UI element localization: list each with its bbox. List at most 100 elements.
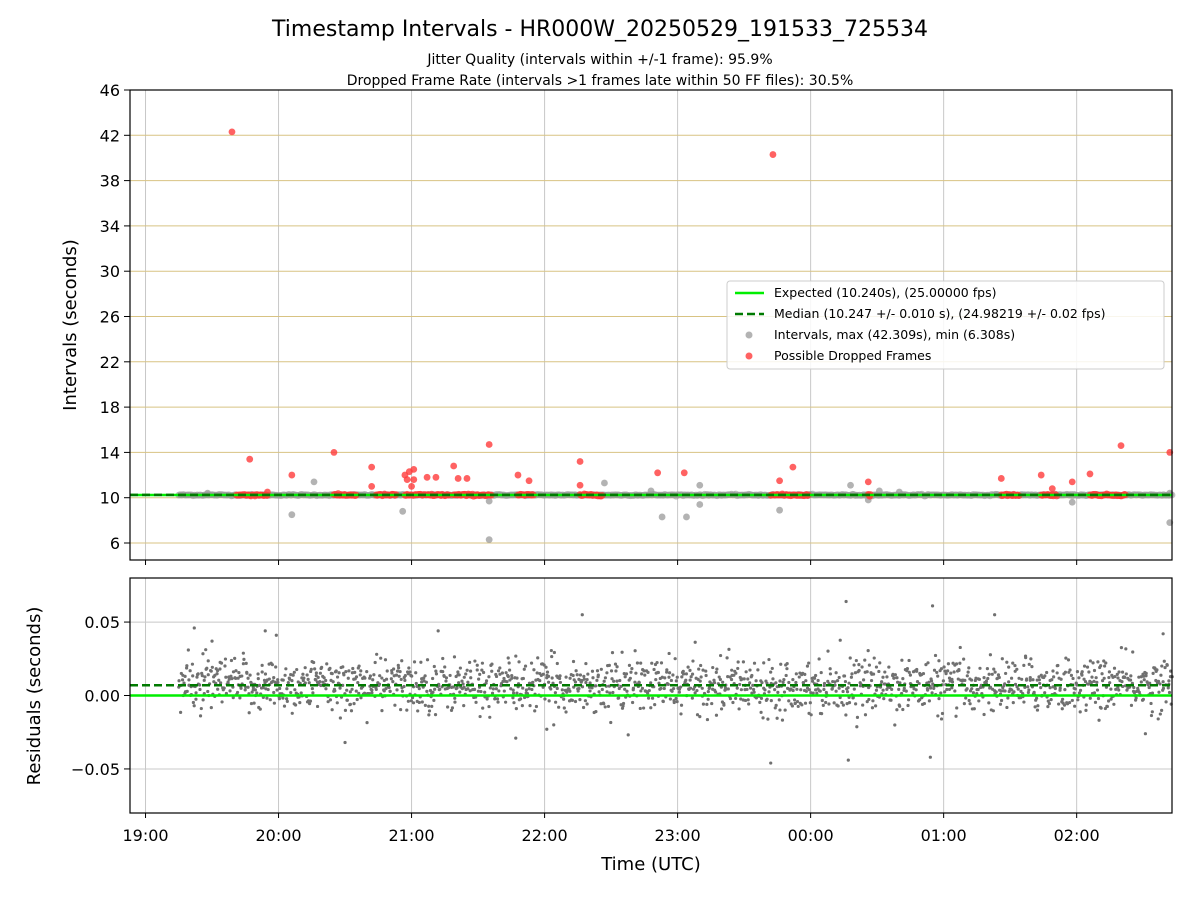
- residual-point: [1033, 705, 1037, 709]
- residual-point: [1087, 682, 1091, 686]
- residual-point: [853, 671, 858, 675]
- residual-point: [895, 676, 899, 680]
- residual-point: [1017, 676, 1021, 680]
- residual-point: [1035, 708, 1040, 712]
- residual-point: [584, 661, 588, 666]
- residual-point: [952, 670, 956, 674]
- residual-point: [397, 666, 401, 670]
- residual-point: [1137, 690, 1141, 694]
- residual-point: [778, 708, 782, 712]
- residual-point: [358, 673, 362, 677]
- residual-point: [1083, 680, 1088, 684]
- residual-point: [203, 675, 207, 679]
- residual-point: [298, 701, 302, 705]
- residual-point: [578, 673, 583, 677]
- dropped-frame-point: [463, 475, 471, 482]
- residual-point: [1037, 678, 1041, 682]
- xtick-label-1: 20:00: [255, 826, 301, 845]
- residual-point: [672, 700, 676, 705]
- residual-point: [1142, 678, 1146, 682]
- residual-point: [1028, 678, 1032, 682]
- dropped-frame-point: [423, 473, 431, 481]
- residual-point: [1052, 675, 1056, 679]
- residual-point: [239, 686, 243, 690]
- residual-point: [328, 698, 333, 702]
- residual-point: [275, 688, 279, 692]
- residual-point: [209, 705, 213, 710]
- residual-point: [400, 659, 404, 663]
- residual-point: [514, 736, 518, 740]
- residual-point: [667, 671, 672, 675]
- residual-point: [605, 690, 609, 694]
- residual-point: [852, 687, 856, 691]
- residual-point: [541, 672, 545, 676]
- residual-point: [962, 657, 966, 661]
- residual-point: [1112, 666, 1117, 670]
- legend-box: [726, 280, 1165, 370]
- residual-point: [824, 690, 828, 695]
- residual-point: [215, 669, 220, 673]
- residual-point: [718, 677, 722, 682]
- residual-point: [231, 670, 236, 674]
- residual-point: [322, 676, 326, 680]
- residual-point: [613, 662, 618, 666]
- residual-point: [432, 698, 436, 703]
- residual-point: [681, 672, 686, 676]
- residual-point: [927, 680, 931, 684]
- residual-point: [999, 698, 1004, 703]
- residual-point: [312, 660, 316, 665]
- residual-point: [714, 713, 719, 717]
- residual-point: [1158, 682, 1162, 686]
- residual-point: [1003, 689, 1007, 693]
- residual-point: [1113, 674, 1117, 679]
- legend-dropped-swatch: [745, 352, 753, 360]
- residual-point: [581, 705, 586, 710]
- residual-point: [673, 657, 677, 661]
- residual-point: [1089, 680, 1093, 685]
- residual-point: [205, 666, 209, 670]
- residual-point: [993, 670, 997, 674]
- residual-point: [419, 660, 423, 664]
- residual-point: [985, 667, 990, 671]
- residual-point: [493, 697, 497, 701]
- residual-point: [811, 691, 815, 695]
- residual-point: [947, 687, 952, 692]
- residual-point: [1092, 691, 1097, 695]
- residual-point: [824, 700, 828, 705]
- residual-point: [281, 696, 285, 700]
- residual-point: [668, 697, 672, 701]
- residual-point: [353, 670, 357, 675]
- residual-point: [874, 704, 878, 708]
- residual-point: [761, 716, 765, 720]
- residual-point: [602, 702, 606, 706]
- residual-point: [536, 656, 540, 660]
- residual-point: [201, 652, 205, 656]
- residual-point: [427, 713, 431, 717]
- residual-point: [807, 661, 811, 665]
- residual-point: [177, 679, 181, 683]
- residual-point: [402, 684, 406, 689]
- residual-point: [293, 688, 297, 692]
- residual-point: [944, 672, 948, 676]
- residual-point: [260, 663, 264, 667]
- residual-point: [949, 671, 953, 675]
- residual-point: [969, 678, 974, 682]
- residual-point: [730, 668, 734, 672]
- residual-point: [637, 681, 641, 685]
- residual-point: [834, 689, 838, 693]
- residual-point: [318, 679, 322, 684]
- dropped-frame-point: [410, 466, 418, 473]
- residual-point: [771, 677, 775, 681]
- residual-point: [410, 674, 414, 678]
- residual-point: [301, 678, 305, 683]
- residual-point: [571, 673, 575, 678]
- residual-point: [679, 685, 683, 689]
- residual-point: [890, 687, 894, 691]
- residual-point: [1000, 657, 1004, 661]
- residual-point: [1167, 690, 1172, 695]
- residual-point: [562, 706, 566, 710]
- residual-point: [1049, 698, 1053, 702]
- residual-point: [357, 664, 361, 668]
- residual-point: [936, 674, 940, 678]
- residual-point: [734, 671, 738, 675]
